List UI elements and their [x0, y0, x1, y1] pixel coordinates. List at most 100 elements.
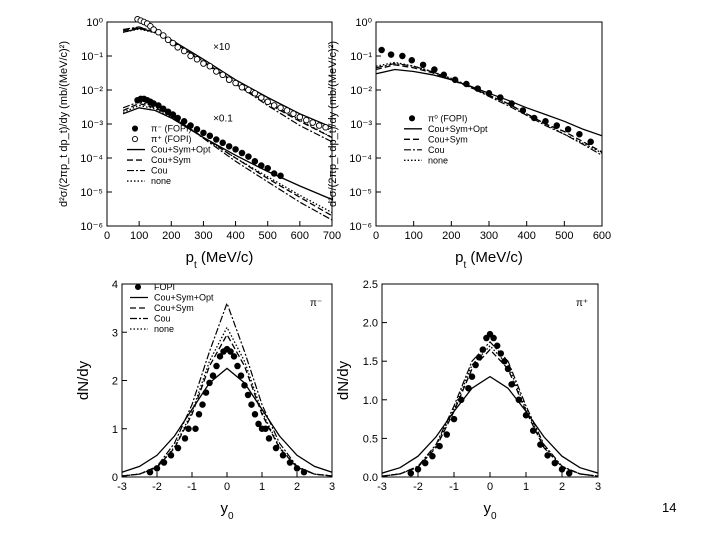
data-point [225, 76, 233, 84]
y-tick-label: 10⁻³ [350, 119, 372, 131]
data-point [387, 51, 395, 58]
data-point [206, 62, 214, 70]
data-point [192, 425, 199, 432]
data-point [213, 136, 220, 143]
legend-marker [131, 125, 139, 132]
data-point [450, 415, 458, 423]
y-tick-label: 10⁻¹ [81, 51, 103, 63]
curves [382, 341, 598, 477]
y-tick-label: 10⁰ [86, 17, 103, 29]
y-tick-label: 2.5 [363, 279, 378, 291]
legend-label: Cou+Sym [428, 134, 468, 144]
chart-rapidity-pi-plus: -3 -2 -1 0 1 2 3 0.0 0.5 1.0 1.5 2.0 2.5 y0 dN/dy π⁺ [335, 279, 601, 522]
x-tick-label: -3 [117, 481, 127, 493]
data-point [479, 346, 487, 353]
legend-label: none [428, 155, 448, 165]
data-point [164, 108, 172, 115]
legend: π⁻ (FOPI)π⁺ (FOPI)Cou+Sym+OptCou+SymCoun… [127, 124, 211, 186]
data-point [272, 444, 280, 452]
data-point [399, 52, 406, 60]
legend-label: Cou+Sym [154, 303, 194, 313]
data-point [216, 353, 224, 360]
data-point [451, 76, 459, 84]
data-point [209, 372, 217, 379]
data-point [248, 401, 255, 408]
data-point [457, 396, 465, 404]
x-tick-label: 0 [487, 481, 493, 493]
data-point [508, 381, 515, 388]
data-point [530, 114, 538, 122]
data-point [193, 56, 201, 63]
x-tick-label: 1 [259, 481, 265, 493]
data-point [587, 138, 594, 146]
data-point [465, 384, 472, 392]
legend-label: Cou [154, 314, 171, 324]
data-point [463, 80, 470, 88]
data-point [508, 100, 515, 107]
y-tick-label: 1.5 [363, 356, 378, 368]
data-point [277, 172, 284, 180]
curve-cou [382, 341, 598, 477]
x-tick-label: 0 [224, 481, 230, 493]
legend-label: π⁺ (FOPI) [151, 134, 191, 144]
y-axis-title: dN/dy [335, 360, 352, 400]
data-point [232, 79, 239, 87]
data-point [408, 56, 416, 64]
data-point [414, 466, 422, 473]
x-tick-label: 100 [404, 230, 422, 242]
data-point [551, 459, 559, 467]
data-point [443, 431, 451, 438]
data-point [187, 122, 194, 129]
data-point [279, 452, 287, 459]
data-point [219, 71, 226, 79]
y-tick-label: 10⁰ [355, 17, 372, 29]
data-point [245, 153, 252, 160]
data-point [515, 396, 523, 404]
data-point [565, 469, 573, 477]
x-tick-label: 0 [104, 230, 110, 242]
data-point [265, 435, 273, 442]
data-point [493, 342, 501, 350]
chart-pt-spectrum-charged-pions: 0 100 200 300 400 500 600 700 10⁰ 10⁻¹ 10⁻² 10⁻³ 10⁻… [58, 16, 341, 271]
x-tick-label: 300 [194, 230, 212, 242]
x-tick-label: 3 [595, 481, 601, 493]
data-point [322, 124, 329, 131]
curve-cou-sym-opt [382, 375, 598, 474]
data-point [421, 459, 429, 467]
data-point [153, 465, 161, 472]
data-point [286, 459, 294, 466]
data-point [159, 105, 167, 113]
y-tick-label: 10⁻⁴ [349, 153, 372, 165]
data-point [475, 354, 483, 361]
x-tick-label: -2 [152, 481, 162, 493]
data-point [180, 118, 188, 125]
data-point [277, 104, 284, 112]
x-tick-label: 200 [162, 230, 180, 242]
legend-label: none [151, 176, 171, 186]
legend-marker [131, 135, 139, 143]
data-point [187, 52, 194, 60]
x-tick-label: 200 [442, 230, 460, 242]
data-point [436, 442, 443, 450]
x-tick-label: 500 [555, 230, 573, 242]
data-point [270, 170, 278, 177]
y-tick-label: 1.0 [363, 395, 378, 407]
x-tick-label: 500 [259, 230, 277, 242]
y-tick-label: 10⁻⁴ [80, 153, 103, 165]
curve-cou-sym [122, 333, 332, 477]
chart-rapidity-pi-minus: -3 -2 -1 0 1 2 301234y0dN/dyπ⁻FOPICou+Sym+OptC… [75, 279, 335, 522]
scale-annotation: ×0.1 [213, 113, 233, 124]
data-point [431, 66, 438, 73]
curve-none [382, 344, 598, 477]
data-point [300, 468, 308, 476]
plot-frame [381, 283, 599, 478]
data-point [164, 36, 172, 44]
data-point [468, 373, 476, 380]
data-point [558, 466, 566, 473]
x-axis-title: y0 [483, 500, 497, 522]
x-axis-title: y0 [220, 500, 234, 522]
data-point [303, 116, 310, 124]
data-point [270, 102, 278, 109]
y-tick-label: 10⁻² [81, 85, 103, 97]
